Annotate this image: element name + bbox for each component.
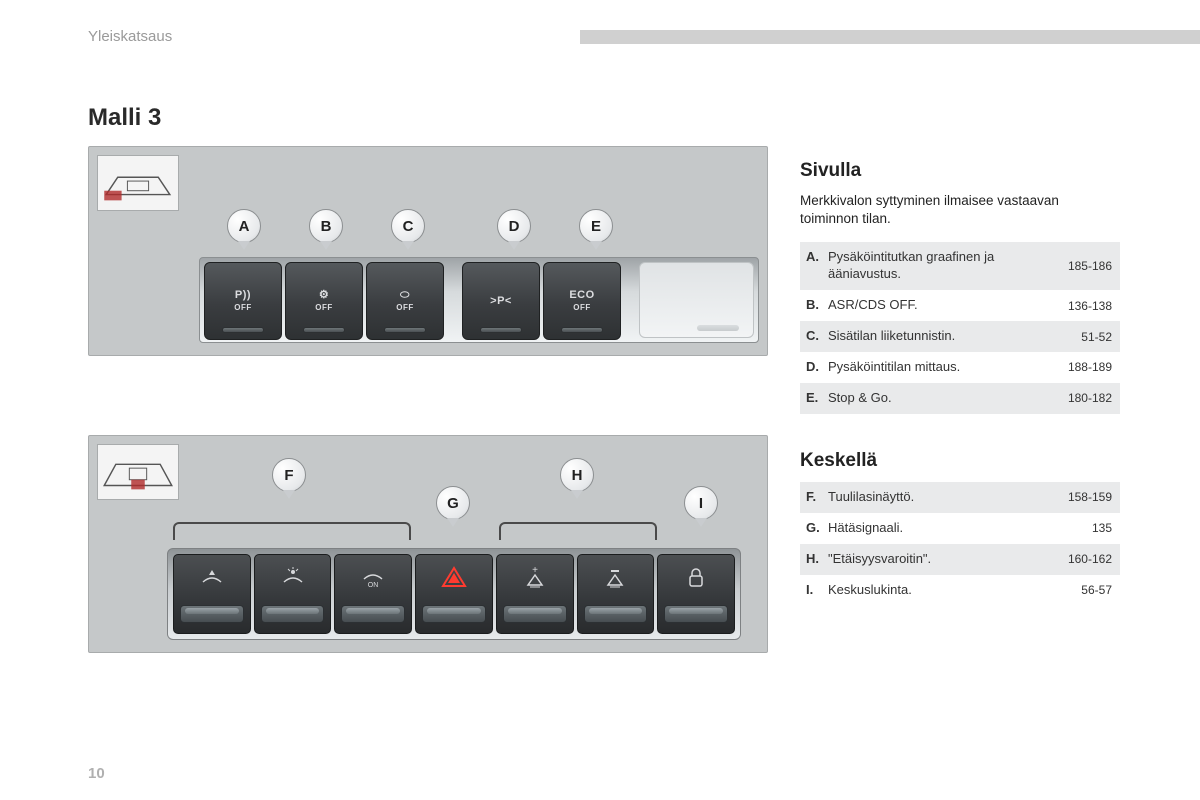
switch-button: P))OFF — [204, 262, 282, 340]
callout-e: E — [579, 209, 613, 243]
table-row: A.Pysäköintitutkan graafinen ja ääniavus… — [800, 242, 1120, 290]
reference-table-2: F.Tuulilasinäyttö.158-159G.Hätäsignaali.… — [800, 482, 1120, 606]
table-row: D.Pysäköintitilan mittaus.188-189 — [800, 352, 1120, 383]
callout-i: I — [684, 486, 718, 520]
table-row: G.Hätäsignaali.135 — [800, 513, 1120, 544]
callout-b: B — [309, 209, 343, 243]
callout-h: H — [560, 458, 594, 492]
switch-button-lock — [657, 554, 735, 634]
sidebar-section-sivulla: Sivulla Merkkivalon syttyminen ilmaisee … — [800, 160, 1120, 414]
intro-text: Merkkivalon syttyminen ilmaisee vastaava… — [800, 192, 1120, 228]
switch-button: ⬭OFF — [366, 262, 444, 340]
callout-a: A — [227, 209, 261, 243]
switch-button-dist-minus — [577, 554, 655, 634]
switch-button-hud-bright — [254, 554, 332, 634]
heading-sivulla: Sivulla — [800, 160, 1120, 182]
switch-button: ECOOFF — [543, 262, 621, 340]
section-label: Yleiskatsaus — [88, 28, 172, 45]
callout-d: D — [497, 209, 531, 243]
heading-keskella: Keskellä — [800, 450, 1120, 472]
dashboard-thumbnail-1 — [97, 155, 179, 211]
empty-slot — [639, 262, 754, 338]
callout-f: F — [272, 458, 306, 492]
table-row: C.Sisätilan liiketunnistin.51-52 — [800, 321, 1120, 352]
callout-g: G — [436, 486, 470, 520]
switch-button-hud-on: ON — [334, 554, 412, 634]
table-row: H."Etäisyysvaroitin".160-162 — [800, 544, 1120, 575]
svg-text:ON: ON — [368, 582, 379, 589]
switch-button-hazard — [415, 554, 493, 634]
header-rule — [580, 30, 1200, 44]
page-number: 10 — [88, 765, 105, 782]
switch-button-dist-plus: + — [496, 554, 574, 634]
table-row: F.Tuulilasinäyttö.158-159 — [800, 482, 1120, 513]
svg-text:+: + — [532, 565, 538, 576]
switch-button: >P< — [462, 262, 540, 340]
callout-c: C — [391, 209, 425, 243]
panel-center-buttons: F G H I ON + — [88, 435, 768, 653]
table-row: E.Stop & Go.180-182 — [800, 383, 1120, 414]
table-row: B.ASR/CDS OFF.136-138 — [800, 290, 1120, 321]
reference-table-1: A.Pysäköintitutkan graafinen ja ääniavus… — [800, 242, 1120, 413]
page-title: Malli 3 — [88, 104, 161, 132]
sidebar-section-keskella: Keskellä F.Tuulilasinäyttö.158-159G.Hätä… — [800, 450, 1120, 606]
switch-button-hud-up — [173, 554, 251, 634]
table-row: I.Keskuslukinta.56-57 — [800, 575, 1120, 606]
switch-button: ⚙OFF — [285, 262, 363, 340]
panel-side-buttons: A B C D E P))OFF⚙OFF⬭OFF>P<ECOOFF — [88, 146, 768, 356]
